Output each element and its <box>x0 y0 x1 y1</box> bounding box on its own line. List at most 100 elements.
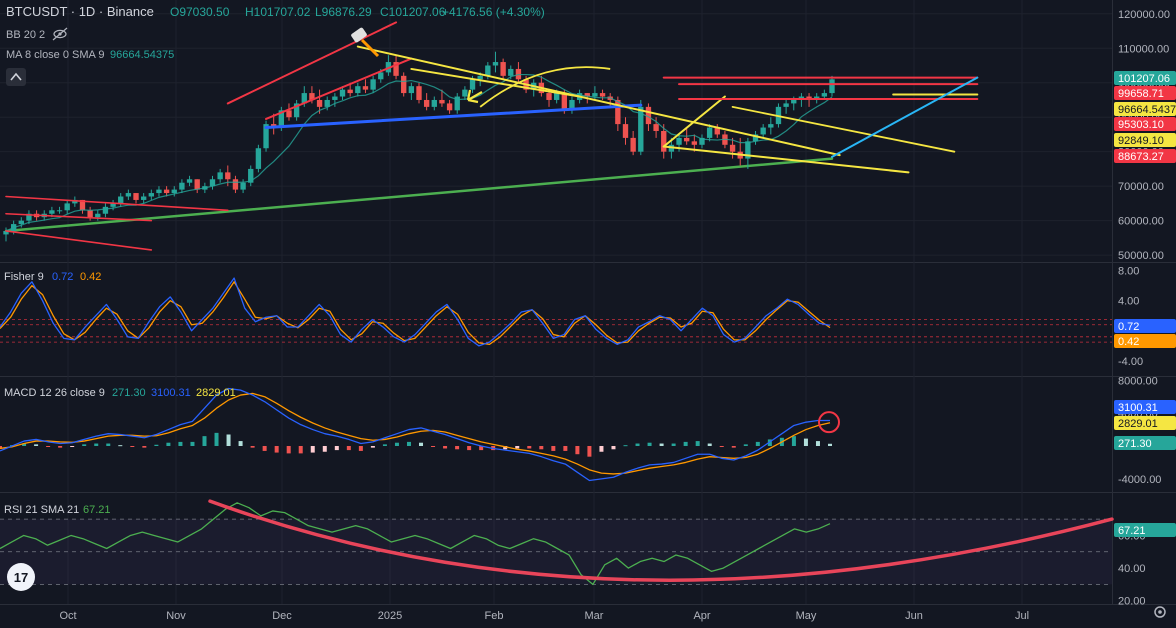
macd-histogram-bar <box>635 443 640 446</box>
macd-histogram-bar <box>202 436 207 446</box>
ohlc-close: C101207.06 <box>380 5 446 19</box>
candle-body <box>133 193 139 200</box>
macd-histogram-bar <box>382 444 387 446</box>
candle-body <box>477 75 483 80</box>
macd-histogram-bar <box>106 443 111 446</box>
grid-lines <box>0 0 1176 605</box>
price-tag-bg <box>1114 117 1176 131</box>
macd-histogram-bar <box>695 441 700 446</box>
price-tag: 92849.10 <box>1118 135 1164 147</box>
macd-histogram-bar <box>394 442 399 446</box>
gear-icon[interactable] <box>1154 606 1166 618</box>
macd-histogram-bar <box>190 441 195 446</box>
candle-body <box>446 103 453 111</box>
rsi-tick-label: 40.00 <box>1118 563 1146 575</box>
candle-body <box>553 93 560 100</box>
time-tick-label: Mar <box>585 610 604 622</box>
macd-title: MACD 12 26 close 9 <box>4 387 105 399</box>
fisher-line <box>0 277 831 347</box>
macd-histogram-bar <box>94 443 99 446</box>
candle-body <box>240 182 246 190</box>
candle-body <box>638 106 644 152</box>
time-axis: Oct Nov Dec 2025 Feb Mar Apr May Jun Jul <box>59 610 1029 622</box>
eye-off-icon[interactable] <box>52 27 68 41</box>
macd-histogram-bar <box>791 436 796 446</box>
candle-body <box>95 213 101 218</box>
early-channel-mid <box>5 212 153 222</box>
macd-histogram-bar <box>443 446 448 449</box>
macd-histogram-bar <box>575 446 580 455</box>
candle-body <box>378 72 384 80</box>
price-tick-label: 120000.00 <box>1118 9 1170 21</box>
ohlc-low: L96876.29 <box>315 5 372 19</box>
macd-histogram-bar <box>731 446 736 448</box>
candle-body <box>225 172 231 180</box>
macd-histogram-bar <box>238 441 243 446</box>
macd-line <box>0 387 830 482</box>
fisher-tag-bg <box>1114 334 1176 348</box>
candle-body <box>653 124 659 131</box>
macd-histogram-bar <box>286 446 291 454</box>
macd-histogram-bar <box>346 446 351 451</box>
price-tag-bg <box>1114 71 1176 85</box>
candle-body <box>18 220 24 225</box>
candle-body <box>661 131 667 152</box>
macd-signal-value: 2829.01 <box>196 387 236 399</box>
macd-histogram-bar <box>515 446 520 449</box>
time-tick-label: 2025 <box>378 610 402 622</box>
candle-body <box>561 93 567 111</box>
candle-body <box>87 210 93 218</box>
macd-tick-label: 8000.00 <box>1118 375 1158 387</box>
hammer-head <box>351 27 367 43</box>
rsi-tick-label: 20.00 <box>1118 596 1146 608</box>
candle-body <box>118 196 124 204</box>
price-tag: 95303.10 <box>1118 119 1164 131</box>
macd-histogram-bar <box>563 446 568 451</box>
candle-body <box>699 137 705 145</box>
candle-body <box>492 62 499 66</box>
candle-body <box>3 230 9 235</box>
price-tick-label: 50000.00 <box>1118 250 1164 262</box>
macd-histogram-bar <box>154 444 159 446</box>
time-tick-label: Jun <box>905 610 923 622</box>
candlestick-series <box>3 51 835 242</box>
svg-text:17: 17 <box>14 570 28 585</box>
macd-tag: 2829.01 <box>1118 418 1158 430</box>
candle-body <box>645 106 652 125</box>
rsi-value: 67.21 <box>83 504 111 516</box>
price-tag: 101207.06 <box>1118 73 1170 85</box>
macd-histogram-bar <box>467 446 472 451</box>
ma-line <box>5 73 833 232</box>
candle-body <box>829 79 835 94</box>
candle-body <box>125 193 132 197</box>
candle-body <box>293 103 300 118</box>
macd-histogram-bar <box>503 446 508 450</box>
candle-body <box>255 148 262 169</box>
descending-trendline <box>356 45 841 157</box>
macd-histogram-bar <box>118 445 123 447</box>
macd-tick-label: -4000.00 <box>1118 474 1161 486</box>
candle-body <box>752 134 759 142</box>
candle-body <box>72 199 78 204</box>
price-tag-bg <box>1114 102 1176 116</box>
price-tag: 99658.71 <box>1118 88 1164 100</box>
symbol-title: BTCUSDT · 1D · Binance <box>6 4 154 19</box>
candle-body <box>783 103 789 107</box>
candle-body <box>140 196 147 200</box>
macd-histogram-bar <box>166 442 171 446</box>
bb-label[interactable]: BB 20 2 <box>6 29 45 41</box>
macd-value: 3100.31 <box>151 387 191 399</box>
rsi-tag: 67.21 <box>1118 525 1146 537</box>
hammer-icon <box>351 27 380 58</box>
early-channel-lower <box>5 230 153 251</box>
time-tick-label: May <box>796 610 817 622</box>
tradingview-logo[interactable]: 17 <box>7 563 35 591</box>
trend-drawings-overlay <box>5 21 979 251</box>
macd-hist-value: 271.30 <box>112 387 146 399</box>
ma-label[interactable]: MA 8 close 0 SMA 9 <box>6 49 104 61</box>
collapse-legend-button[interactable] <box>6 68 26 86</box>
macd-histogram-bar <box>755 441 760 446</box>
candle-body <box>599 93 606 97</box>
candle-body <box>286 110 292 118</box>
macd-histogram-bar <box>58 446 63 448</box>
